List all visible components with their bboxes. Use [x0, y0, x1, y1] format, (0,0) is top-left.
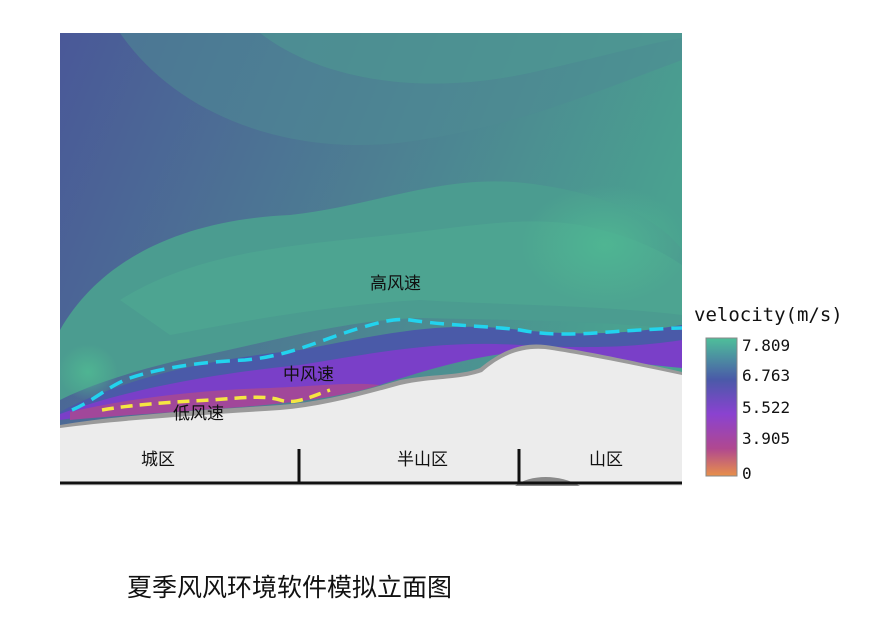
high-wind-boundary-line	[71, 317, 682, 412]
legend-title: velocity(m/s)	[694, 304, 843, 326]
zone-label-mid: 中风速	[283, 365, 334, 385]
legend-color-bar	[705, 337, 738, 477]
terrain-ground	[60, 348, 682, 486]
region-label-half-mountain: 半山区	[397, 450, 448, 470]
legend-tick-3: 5.522	[742, 398, 790, 417]
figure-caption: 夏季风风环境软件模拟立面图	[127, 573, 452, 602]
upper-swirl-inner	[260, 33, 682, 84]
region-label-city: 城区	[141, 450, 175, 470]
right-high-speed-core	[520, 185, 682, 305]
low-wind-boundary-line	[101, 388, 331, 412]
simulation-plot: 高风速 中风速 低风速 城区 半山区 山区	[60, 33, 682, 486]
magenta-low-speed-band	[70, 383, 380, 420]
zone-label-low: 低风速	[173, 404, 224, 424]
legend-tick-2: 6.763	[742, 366, 790, 385]
zone-label-high: 高风速	[370, 274, 421, 294]
velocity-legend: velocity(m/s) 7.809 6.763 5.522 3.905 0	[694, 304, 843, 483]
left-high-speed-core	[60, 344, 118, 400]
region-label-mountain: 山区	[589, 450, 623, 470]
legend-tick-4: 3.905	[742, 429, 790, 448]
legend-tick-5: 0	[742, 464, 752, 483]
legend-tick-1: 7.809	[742, 336, 790, 355]
